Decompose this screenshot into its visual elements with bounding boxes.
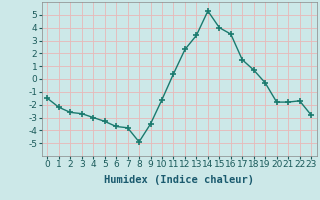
X-axis label: Humidex (Indice chaleur): Humidex (Indice chaleur) bbox=[104, 175, 254, 185]
